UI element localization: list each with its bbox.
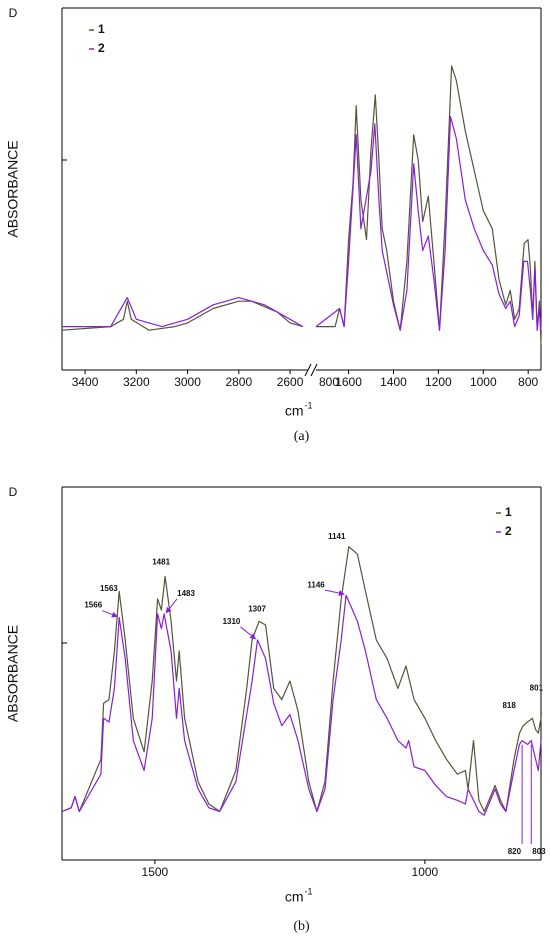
x-axis-label-sup: -1 <box>305 886 313 896</box>
break-label: 800 <box>319 375 339 389</box>
annotation-label: 1146 <box>307 580 325 589</box>
x-tick-label: 3200 <box>123 375 150 389</box>
x-tick-label: 3000 <box>174 375 201 389</box>
axis-break <box>304 363 312 377</box>
axis-break <box>310 363 318 377</box>
annotation-label: 1483 <box>177 589 195 598</box>
x-tick-label: 1200 <box>425 375 452 389</box>
x-axis-label-sup: -1 <box>305 400 313 410</box>
annotation-label: 803 <box>532 847 546 856</box>
x-axis-label: cm <box>285 403 304 419</box>
annotation-arrow <box>102 610 118 618</box>
x-tick-label: 3400 <box>72 375 99 389</box>
series-line <box>315 116 542 331</box>
x-tick-label: 2800 <box>225 375 252 389</box>
annotation-label: 820 <box>508 847 522 856</box>
legend-label: 1 <box>505 505 512 519</box>
annotation-arrow <box>324 589 345 597</box>
caption: (b) <box>293 919 310 934</box>
caption: (a) <box>294 429 310 444</box>
annotation-label: 1481 <box>152 558 170 567</box>
x-tick-label: 1000 <box>470 375 497 389</box>
legend-label: 1 <box>98 22 105 36</box>
annotation-arrow <box>165 598 178 614</box>
legend-label: 2 <box>98 41 105 55</box>
x-tick-label: 2600 <box>277 375 304 389</box>
y-axis-label: ABSORBANCE <box>5 625 21 722</box>
legend-label: 2 <box>505 524 512 538</box>
annotation-label: 1307 <box>248 604 266 613</box>
annotation-label: 1566 <box>84 601 102 610</box>
x-tick-label: 800 <box>518 375 538 389</box>
y-unit: D <box>9 485 18 499</box>
annotation-arrow <box>240 626 257 640</box>
series-line <box>62 297 304 328</box>
x-tick-label: 1500 <box>142 865 169 879</box>
annotation-label: 818 <box>502 701 516 710</box>
annotation-label: 1310 <box>223 617 241 626</box>
annotation-label: 1563 <box>100 584 118 593</box>
annotation-label: 801 <box>530 683 544 692</box>
x-axis-label: cm <box>285 889 304 905</box>
y-axis-label: ABSORBANCE <box>5 140 21 237</box>
annotation-label: 1141 <box>328 532 346 541</box>
series-line <box>316 65 542 345</box>
series-line <box>61 594 542 816</box>
series-line <box>61 546 542 813</box>
x-tick-label: 1600 <box>335 375 362 389</box>
x-tick-label: 1400 <box>380 375 407 389</box>
x-tick-label: 1000 <box>412 865 439 879</box>
y-unit: D <box>9 6 18 20</box>
